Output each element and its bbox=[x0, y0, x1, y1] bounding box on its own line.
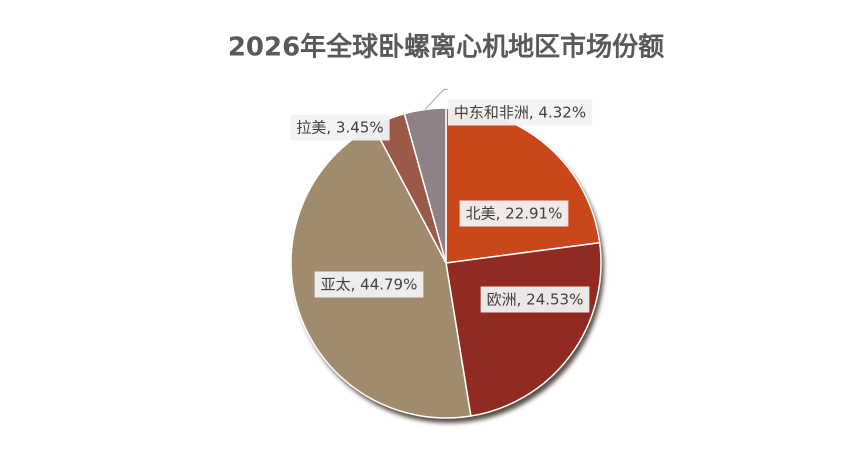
pie-slice bbox=[445, 107, 601, 264]
data-label: 中东和非洲, 4.32% bbox=[454, 104, 586, 122]
pie-slice bbox=[445, 241, 602, 417]
data-label: 拉美, 3.45% bbox=[296, 119, 383, 137]
data-label-box bbox=[447, 99, 593, 126]
data-label: 欧洲, 24.53% bbox=[487, 291, 584, 309]
data-label-box bbox=[459, 200, 569, 227]
data-label-box bbox=[314, 271, 424, 298]
data-label: 北美, 22.91% bbox=[466, 205, 563, 223]
data-label-box bbox=[480, 286, 590, 313]
leader-line bbox=[424, 88, 448, 110]
data-label: 亚太, 44.79% bbox=[321, 276, 418, 294]
pie-slice bbox=[403, 107, 447, 264]
chart-title: 2026年全球卧螺离心机地区市场份额 bbox=[228, 32, 664, 63]
data-label-box bbox=[290, 114, 390, 141]
